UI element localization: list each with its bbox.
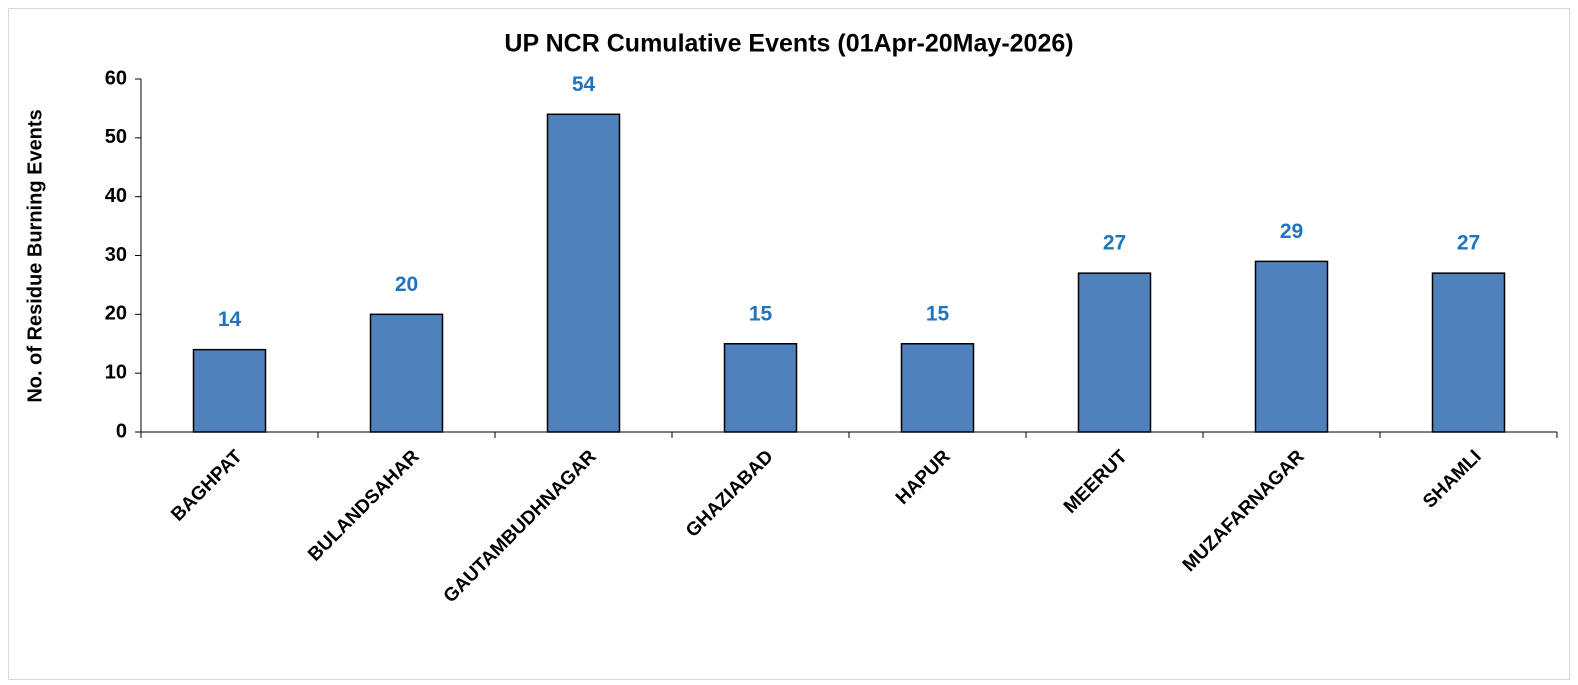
bar (1431, 272, 1506, 433)
y-tick-label: 10 (105, 361, 127, 383)
y-tick-label: 60 (105, 67, 127, 89)
y-tick-label: 40 (105, 185, 127, 207)
value-label: 29 (1280, 220, 1303, 243)
value-label: 27 (1103, 232, 1126, 255)
value-label: 54 (572, 73, 596, 96)
bar (369, 313, 444, 433)
y-tick-label: 30 (105, 244, 127, 266)
bar (723, 343, 798, 433)
bar (546, 113, 621, 433)
bar (1254, 260, 1329, 433)
bar (900, 343, 975, 433)
value-label: 14 (218, 308, 242, 331)
value-label: 27 (1457, 232, 1480, 255)
y-tick-label: 0 (116, 420, 127, 442)
y-axis-label: No. of Residue Burning Events (24, 109, 46, 402)
value-label: 15 (749, 302, 773, 325)
value-label: 15 (926, 302, 950, 325)
y-tick-label: 50 (105, 126, 127, 148)
bar (192, 348, 267, 433)
value-label: 20 (395, 273, 418, 296)
y-tick-label: 20 (105, 303, 127, 325)
bar (1077, 272, 1152, 433)
chart-title: UP NCR Cumulative Events (01Apr-20May-20… (504, 30, 1073, 58)
